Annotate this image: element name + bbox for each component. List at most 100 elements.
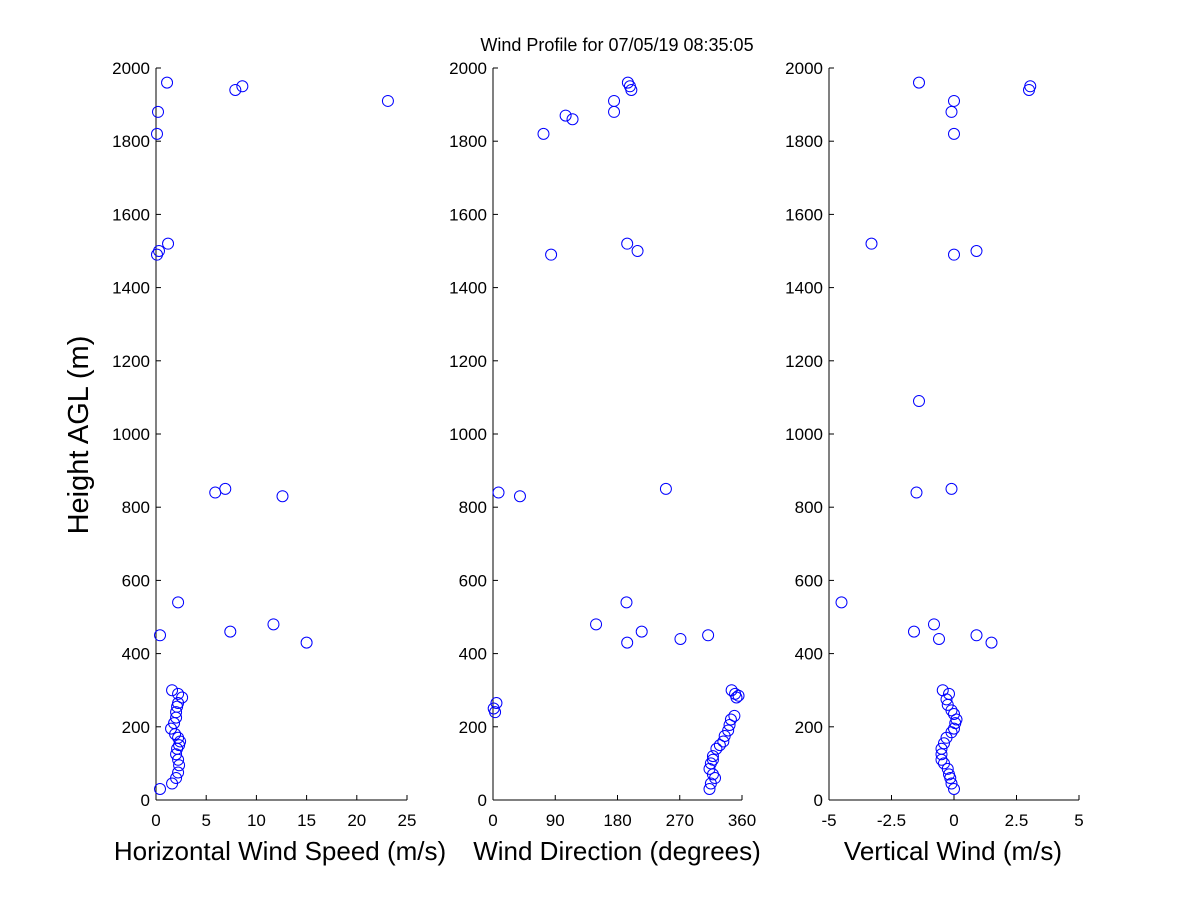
data-point bbox=[725, 684, 738, 697]
panel-3: 0 200 400 600 800 1000 1200 1400 1600 1800 2000 -5 -… bbox=[785, 59, 1084, 866]
data-point bbox=[487, 702, 500, 715]
y-tick-label: 2000 bbox=[785, 59, 823, 78]
data-point bbox=[170, 706, 183, 719]
x-tick-label: -2.5 bbox=[877, 811, 906, 830]
data-point bbox=[938, 737, 950, 750]
x-axis-label: Wind Direction (degrees) bbox=[473, 836, 761, 866]
data-point bbox=[943, 768, 955, 781]
x-tick-label: 180 bbox=[603, 811, 631, 830]
data-point bbox=[945, 777, 958, 790]
x-axis-label: Vertical Wind (m/s) bbox=[844, 836, 1062, 866]
data-point bbox=[723, 718, 736, 731]
data-point bbox=[835, 596, 848, 609]
data-point bbox=[620, 596, 633, 609]
data-point bbox=[933, 632, 945, 645]
data-point bbox=[910, 486, 923, 499]
y-tick-label: 800 bbox=[122, 498, 150, 517]
x-tick-label: 0 bbox=[949, 811, 958, 830]
data-point bbox=[590, 618, 603, 631]
y-tick-label: 2000 bbox=[112, 59, 150, 78]
data-point bbox=[722, 724, 735, 737]
data-point bbox=[608, 94, 621, 107]
data-point bbox=[985, 636, 998, 649]
x-tick-label: 90 bbox=[546, 811, 565, 830]
data-point bbox=[621, 636, 634, 649]
x-tick-label: 270 bbox=[666, 811, 694, 830]
chart-title: Wind Profile for 07/05/19 08:35:05 bbox=[480, 35, 753, 55]
y-tick-label: 0 bbox=[814, 791, 823, 810]
panel-2: 0 200 400 600 800 1000 1200 1400 1600 1800 2000 0 90… bbox=[449, 59, 761, 866]
data-point bbox=[381, 94, 394, 107]
data-point bbox=[162, 237, 175, 250]
data-point bbox=[566, 113, 579, 126]
data-point bbox=[161, 76, 174, 89]
data-point bbox=[490, 697, 503, 710]
data-point bbox=[545, 248, 558, 261]
x-tick-label: 20 bbox=[347, 811, 366, 830]
x-tick-label: 0 bbox=[488, 811, 497, 830]
x-tick-label: 5 bbox=[201, 811, 210, 830]
y-tick-label: 1600 bbox=[449, 205, 487, 224]
data-point bbox=[948, 248, 960, 261]
data-point bbox=[209, 486, 222, 499]
y-tick-label: 600 bbox=[122, 571, 150, 590]
data-point bbox=[635, 625, 648, 638]
data-point bbox=[608, 105, 621, 118]
data-point bbox=[172, 766, 185, 779]
data-point bbox=[1024, 80, 1037, 93]
data-point bbox=[152, 105, 165, 118]
data-point bbox=[172, 596, 185, 609]
x-tick-label: 360 bbox=[728, 811, 756, 830]
data-point bbox=[945, 482, 958, 495]
y-tick-label: 1000 bbox=[112, 425, 150, 444]
data-point bbox=[936, 684, 949, 697]
data-point bbox=[970, 629, 983, 642]
data-point bbox=[970, 245, 983, 257]
data-point bbox=[948, 94, 960, 107]
y-tick-label: 1600 bbox=[785, 205, 823, 224]
y-tick-label: 600 bbox=[795, 571, 823, 590]
y-tick-label: 600 bbox=[459, 571, 487, 590]
data-point bbox=[935, 742, 948, 755]
data-point bbox=[166, 684, 179, 697]
data-point bbox=[706, 750, 719, 763]
data-point bbox=[865, 237, 878, 250]
data-point bbox=[173, 759, 186, 772]
data-point bbox=[276, 490, 289, 503]
data-point bbox=[710, 742, 723, 755]
y-tick-label: 1200 bbox=[449, 352, 487, 371]
data-point bbox=[224, 625, 237, 638]
data-point bbox=[170, 748, 183, 761]
y-tick-label: 1000 bbox=[785, 425, 823, 444]
data-point bbox=[908, 625, 920, 638]
data-point bbox=[935, 748, 948, 761]
data-point bbox=[950, 713, 963, 726]
data-point bbox=[928, 618, 940, 631]
data-point bbox=[702, 629, 715, 642]
x-axis-label: Horizontal Wind Speed (m/s) bbox=[114, 836, 446, 866]
y-tick-label: 2000 bbox=[449, 59, 487, 78]
data-point bbox=[621, 76, 634, 89]
data-point bbox=[229, 83, 242, 96]
data-point bbox=[948, 783, 960, 796]
data-point bbox=[728, 709, 741, 722]
y-tick-label: 400 bbox=[795, 645, 823, 664]
y-tick-label: 1200 bbox=[112, 352, 150, 371]
y-tick-label: 1400 bbox=[449, 279, 487, 298]
data-point bbox=[631, 245, 644, 257]
data-point bbox=[724, 713, 737, 726]
data-point bbox=[300, 636, 313, 649]
x-tick-label: 25 bbox=[398, 811, 417, 830]
data-point bbox=[492, 486, 505, 499]
y-tick-label: 1200 bbox=[785, 352, 823, 371]
y-axis-label: Height AGL (m) bbox=[63, 336, 95, 535]
y-tick-label: 1400 bbox=[785, 279, 823, 298]
data-point bbox=[176, 691, 189, 704]
data-point bbox=[943, 687, 955, 700]
data-point bbox=[154, 783, 167, 796]
data-point bbox=[938, 757, 950, 770]
data-point bbox=[659, 482, 672, 495]
y-tick-label: 1800 bbox=[785, 132, 823, 151]
x-tick-label: 10 bbox=[247, 811, 266, 830]
